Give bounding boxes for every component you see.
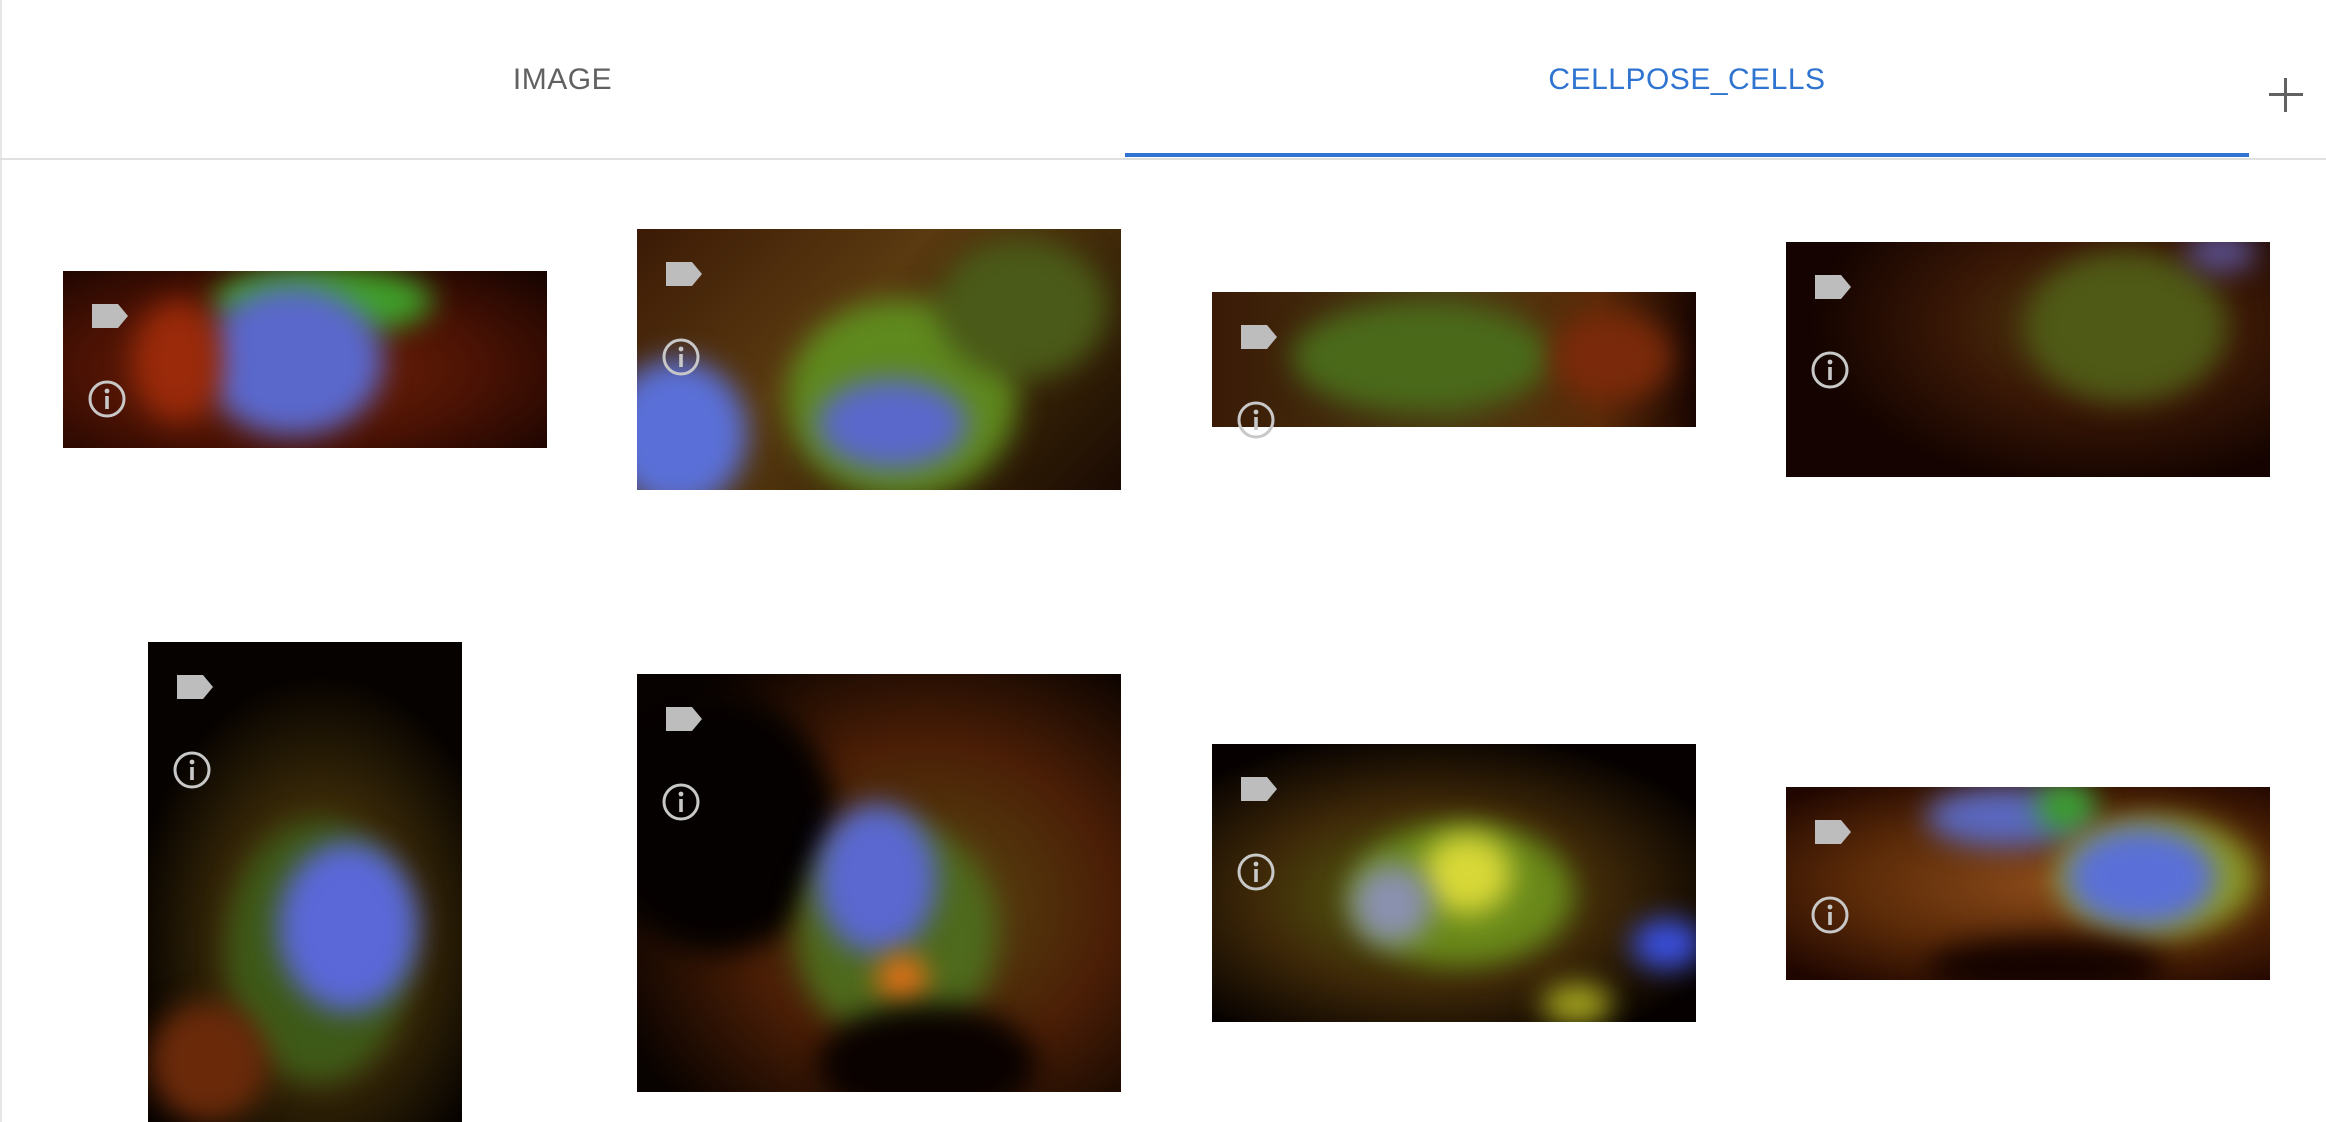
cell-image: [148, 642, 462, 1122]
info-icon[interactable]: [1810, 350, 1850, 390]
label-icon[interactable]: [1238, 322, 1280, 352]
cell-image: [1786, 242, 2270, 477]
cell-image: [1786, 787, 2270, 980]
cell-image: [1212, 292, 1696, 427]
image-tile[interactable]: [637, 674, 1121, 1092]
plus-icon[interactable]: [2266, 74, 2306, 114]
image-tile[interactable]: [1212, 292, 1696, 439]
cell-image: [1212, 744, 1696, 1022]
image-tile[interactable]: [148, 642, 462, 1122]
image-tile[interactable]: [637, 229, 1121, 490]
cell-image: [637, 674, 1121, 1092]
label-icon[interactable]: [89, 301, 131, 331]
tab-image-label: IMAGE: [512, 63, 613, 96]
info-icon[interactable]: [1810, 895, 1850, 935]
tab-image[interactable]: IMAGE: [0, 0, 1125, 160]
label-icon[interactable]: [1812, 817, 1854, 847]
label-icon[interactable]: [174, 672, 216, 702]
active-tab-indicator: [1125, 153, 2249, 157]
image-tile[interactable]: [1786, 787, 2270, 980]
label-icon[interactable]: [1812, 272, 1854, 302]
info-icon[interactable]: [172, 750, 212, 790]
info-icon[interactable]: [1236, 852, 1276, 892]
tab-cellpose-cells[interactable]: CELLPOSE_CELLS: [1125, 0, 2249, 160]
label-icon[interactable]: [663, 704, 705, 734]
image-tile[interactable]: [1786, 242, 2270, 477]
tab-bar: IMAGE CELLPOSE_CELLS: [0, 0, 2326, 160]
info-icon[interactable]: [661, 782, 701, 822]
info-icon[interactable]: [1236, 400, 1276, 440]
label-icon[interactable]: [1238, 774, 1280, 804]
label-icon[interactable]: [663, 259, 705, 289]
left-border: [0, 0, 2, 1122]
image-tile[interactable]: [1212, 744, 1696, 1022]
image-tile[interactable]: [63, 271, 547, 448]
cell-image: [637, 229, 1121, 490]
tab-cellpose-cells-label: CELLPOSE_CELLS: [1548, 63, 1826, 96]
info-icon[interactable]: [87, 379, 127, 419]
info-icon[interactable]: [661, 337, 701, 377]
cell-image: [63, 271, 547, 448]
